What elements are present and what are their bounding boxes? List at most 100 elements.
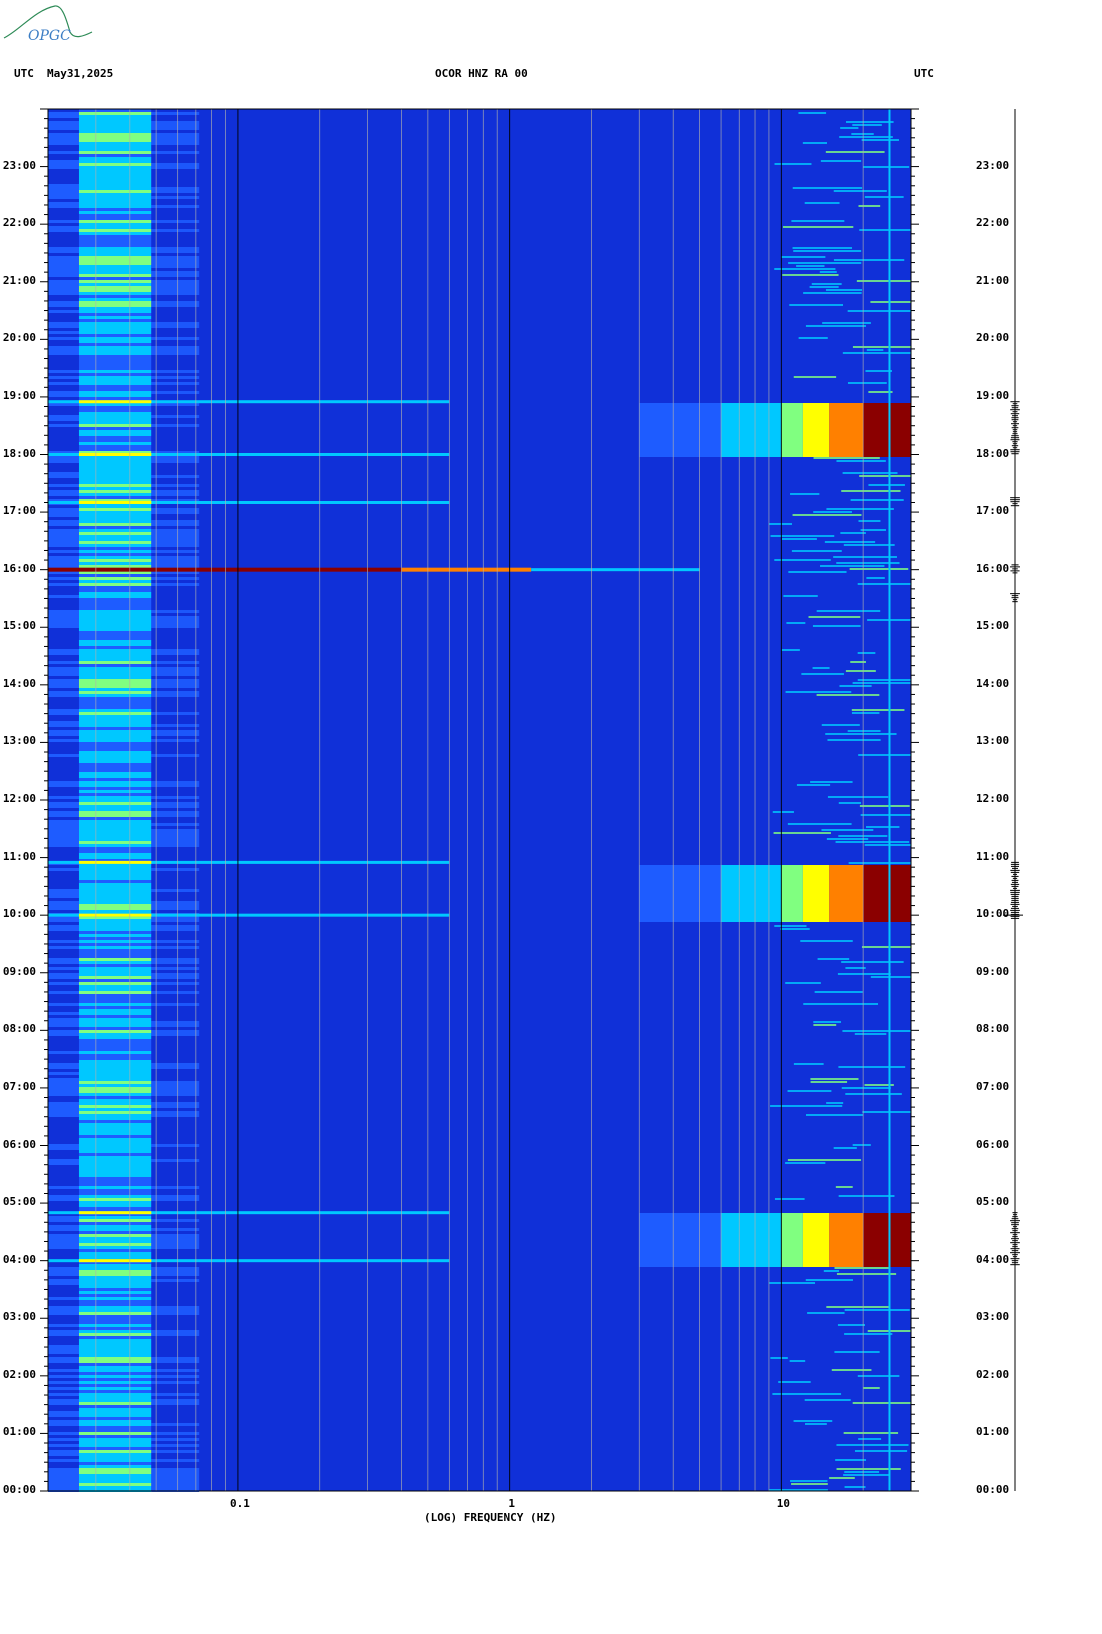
cell-band-ramp-a <box>639 421 722 424</box>
cell-lowband-b <box>78 1084 152 1087</box>
cell-band-ramp-b <box>721 427 782 430</box>
cell-lowband-b <box>78 1102 152 1105</box>
cell-lowband-a <box>48 712 79 715</box>
seismic-trace <box>1003 109 1023 1491</box>
cell-lowband-b <box>78 274 152 277</box>
cell-lowband-a <box>48 868 79 871</box>
cell-band-ramp-b <box>721 919 782 922</box>
cell-lowband-c <box>151 538 200 541</box>
cell-lowband-a <box>48 643 79 646</box>
cell-band-ramp-d <box>802 1261 830 1264</box>
cell-lowband-a <box>48 265 79 268</box>
cell-lowband-c <box>151 688 200 691</box>
cell-lowband-a <box>48 961 79 964</box>
cell-lowband-c <box>151 646 200 649</box>
cell-lowband-a <box>48 826 79 829</box>
cell-lowband-a <box>48 664 79 667</box>
cell-lowband-c <box>151 745 200 748</box>
cell-lowband-a <box>48 1363 79 1366</box>
cell-band-ramp-d <box>802 415 830 418</box>
cell-lowband-b <box>78 280 152 283</box>
cell-hf-noise <box>793 1063 824 1065</box>
cell-lowband-c <box>151 1171 200 1174</box>
cell-hf-noise <box>838 1195 895 1197</box>
cell-lowband-c <box>151 235 200 238</box>
cell-lowband-a <box>48 649 79 652</box>
cell-lowband-b <box>78 1468 152 1471</box>
cell-lowband-b <box>78 976 152 979</box>
cell-lowband-b <box>78 871 152 874</box>
cell-band-ramp-d <box>802 1243 830 1246</box>
cell-lowband-a <box>48 292 79 295</box>
cell-band-ramp-d <box>802 424 830 427</box>
cell-lowband-b <box>78 850 152 853</box>
cell-band-ramp-b <box>721 913 782 916</box>
cell-lowband-a <box>48 757 79 760</box>
cell-lowband-b <box>78 964 152 967</box>
cell-lowband-b <box>78 406 152 409</box>
cell-lowband-c <box>151 1294 200 1297</box>
cell-lowband-b <box>78 556 152 559</box>
cell-lowband-a <box>48 178 79 181</box>
cell-lowband-a <box>48 283 79 286</box>
cell-lowband-a <box>48 721 79 724</box>
cell-lowband-a <box>48 919 79 922</box>
cell-lowband-c <box>151 1477 200 1480</box>
cell-lowband-a <box>48 481 79 484</box>
cell-lowband-a <box>48 340 79 343</box>
cell-band-ramp-e <box>829 1231 864 1234</box>
cell-lowband-b <box>78 1330 152 1333</box>
cell-lowband-c <box>151 517 200 520</box>
cell-lowband-b <box>78 1198 152 1201</box>
cell-lowband-c <box>151 1003 200 1006</box>
cell-lowband-a <box>48 595 79 598</box>
cell-band-core <box>863 1252 911 1255</box>
cell-lowband-c <box>151 634 200 637</box>
cell-lowband-c <box>151 892 200 895</box>
cell-lowband-b <box>78 286 152 289</box>
cell-lowband-c <box>151 1396 200 1399</box>
cell-band-ramp-a <box>639 1243 722 1246</box>
cell-lowband-c <box>151 1363 200 1366</box>
cell-lowband-b <box>78 376 152 379</box>
cell-lowband-a <box>48 1240 79 1243</box>
cell-lowband-a <box>48 268 79 271</box>
cell-lowband-b <box>78 166 152 169</box>
cell-lowband-c <box>151 871 200 874</box>
cell-band-ramp-b <box>721 910 782 913</box>
cell-lowband-b <box>78 1261 152 1264</box>
cell-lowband-c <box>151 274 200 277</box>
cell-hf-noise <box>804 1399 851 1401</box>
cell-lowband-b <box>78 1201 152 1204</box>
cell-lowband-b <box>78 1129 152 1132</box>
cell-lowband-c <box>151 1006 200 1009</box>
cell-lowband-c <box>151 1141 200 1144</box>
cell-lowband-b <box>78 1471 152 1474</box>
cell-lowband-a <box>48 214 79 217</box>
cell-lowband-b <box>78 955 152 958</box>
cell-lowband-c <box>151 1465 200 1468</box>
cell-hf-noise <box>813 511 852 513</box>
cell-lowband-c <box>151 604 200 607</box>
cell-lowband-a <box>48 1351 79 1354</box>
cell-band-ramp-b <box>721 916 782 919</box>
cell-lowband-a <box>48 646 79 649</box>
cell-lowband-c <box>151 1177 200 1180</box>
cell-band-ramp-a <box>639 919 722 922</box>
cell-band-ramp-b <box>721 421 782 424</box>
cell-lowband-b <box>78 310 152 313</box>
cell-hf-noise <box>787 1090 832 1092</box>
cell-lowband-c <box>151 586 200 589</box>
cell-lowband-c <box>151 1285 200 1288</box>
cell-lowband-b <box>78 229 152 232</box>
cell-lowband-c <box>151 1054 200 1057</box>
cell-lowband-b <box>78 739 152 742</box>
cell-lowband-c <box>151 298 200 301</box>
cell-band-ramp-e <box>829 409 864 412</box>
cell-lowband-c <box>151 859 200 862</box>
cell-lowband-b <box>78 160 152 163</box>
cell-lowband-a <box>48 355 79 358</box>
cell-lowband-a <box>48 1459 79 1462</box>
strong-event-tail <box>531 568 700 572</box>
cell-lowband-a <box>48 769 79 772</box>
